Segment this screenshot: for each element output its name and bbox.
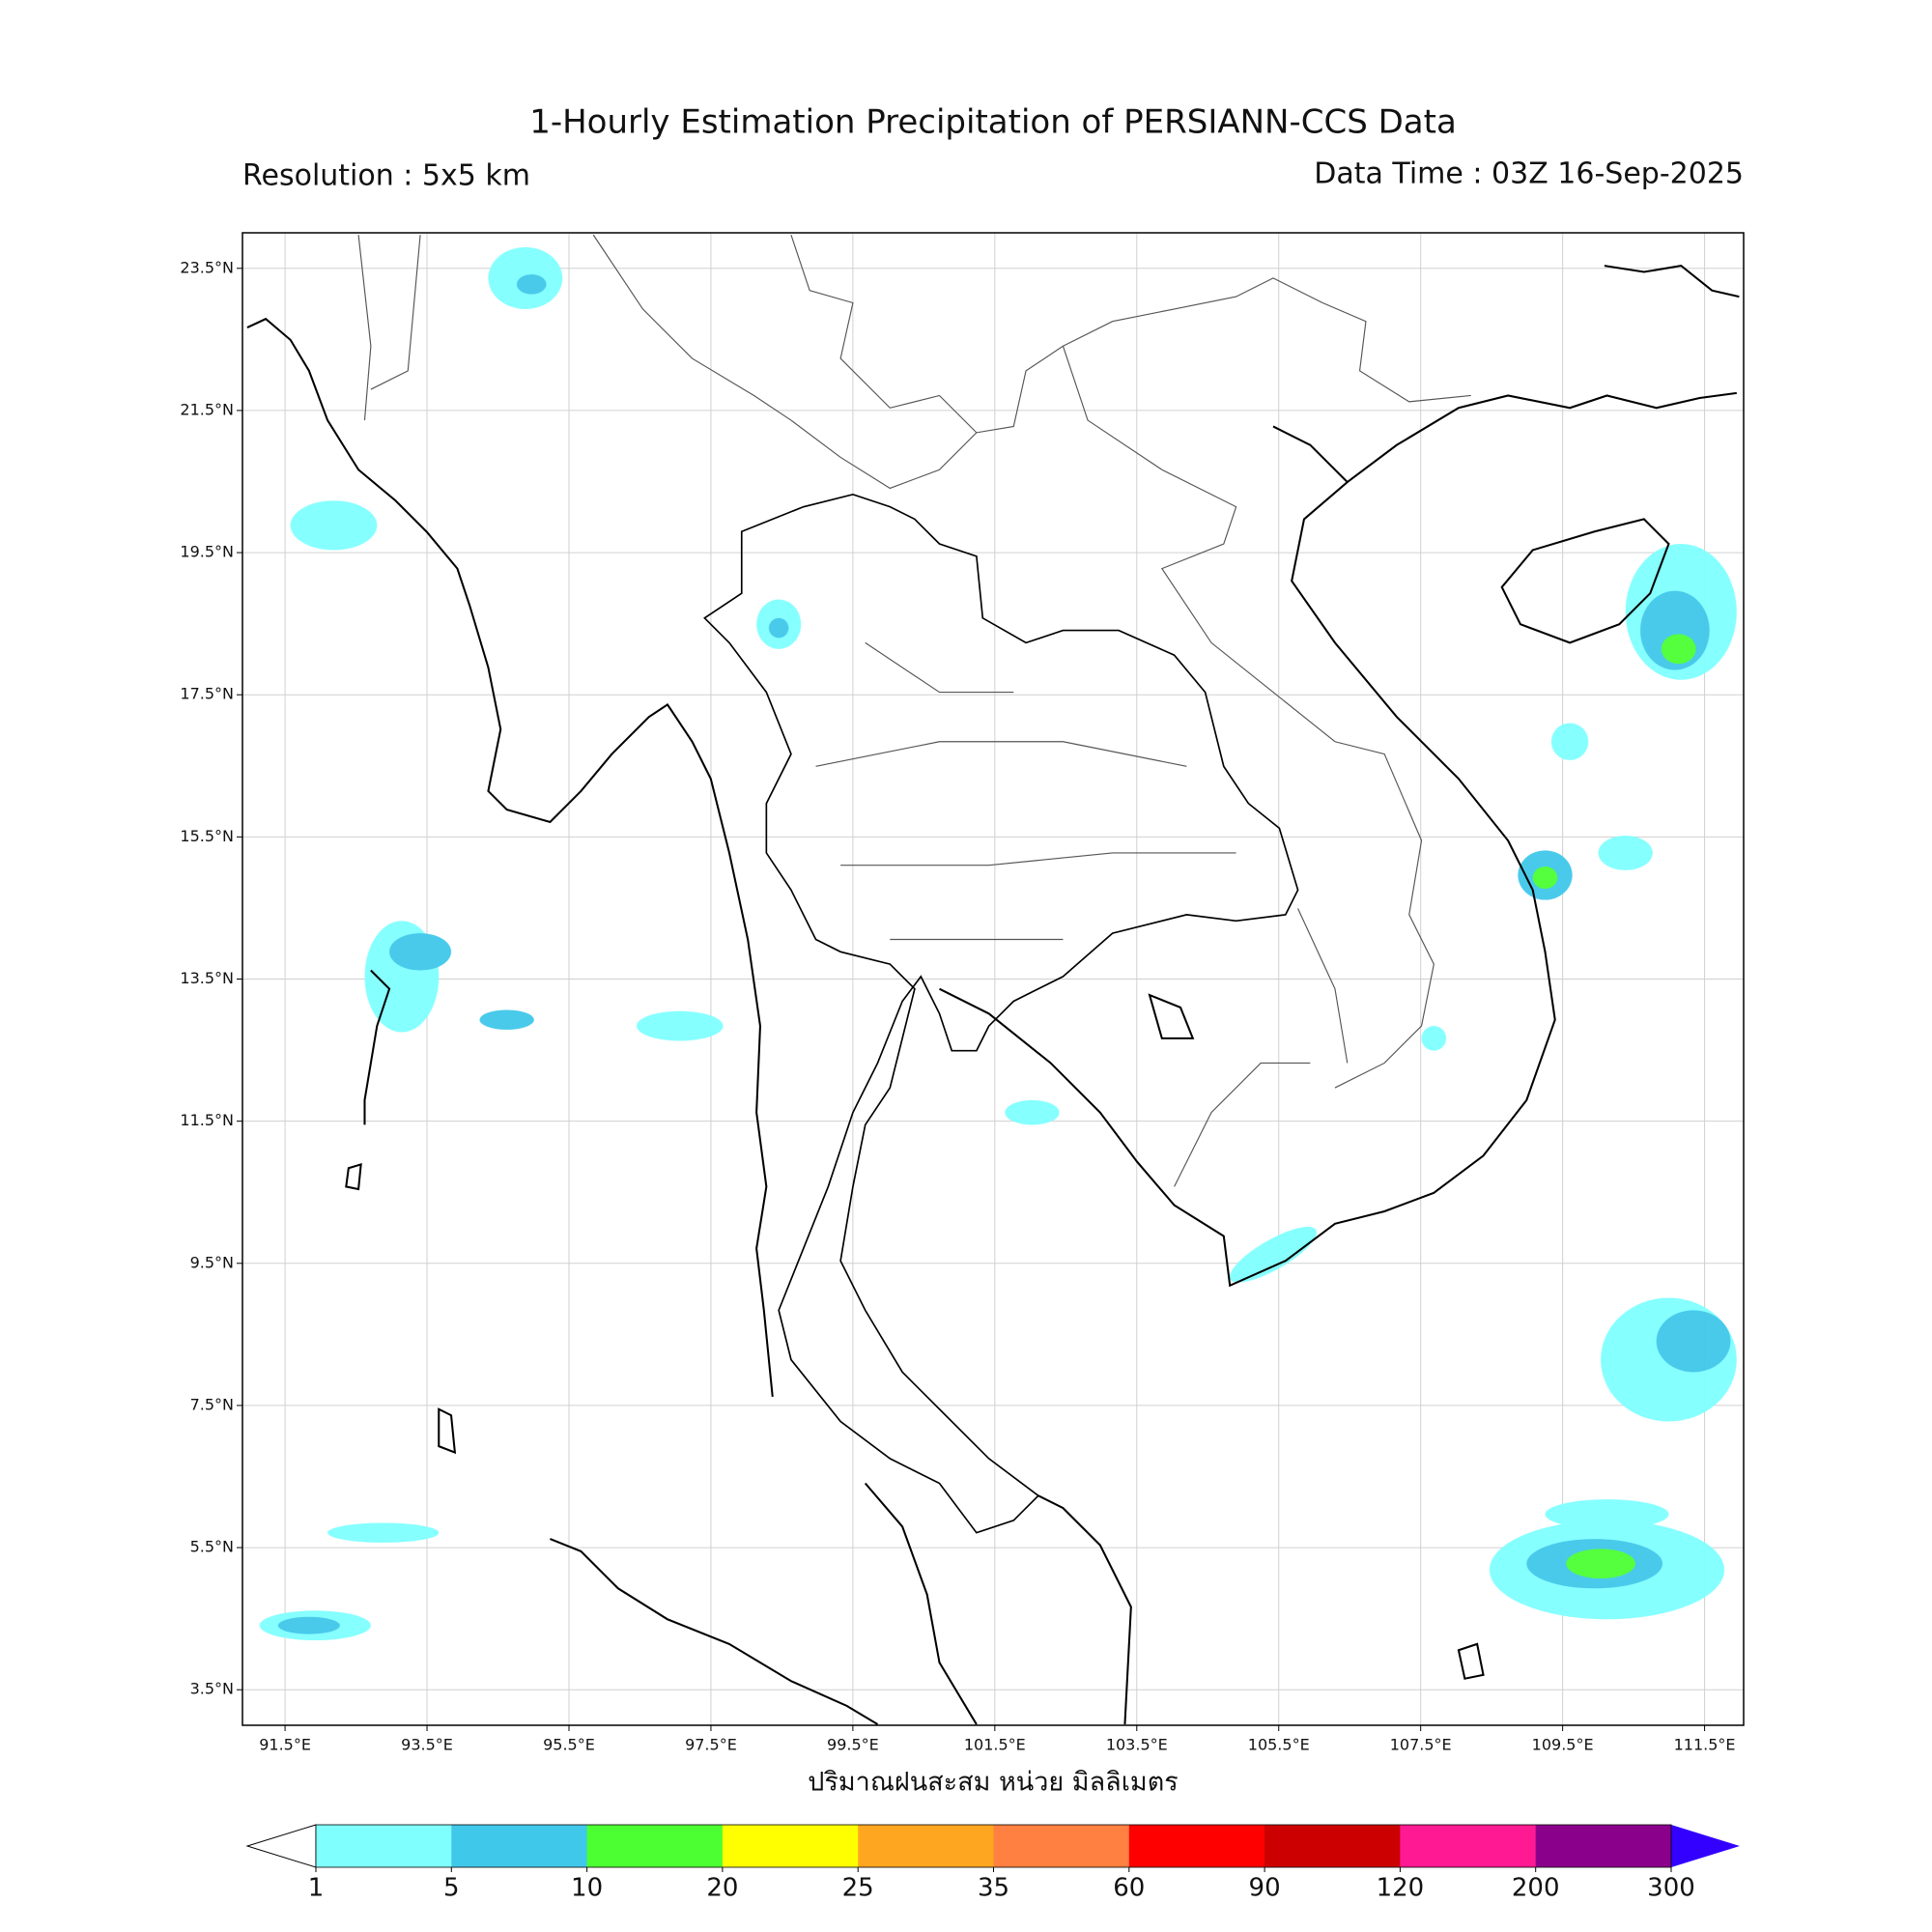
x-tick-label: 93.5°E (401, 1736, 453, 1754)
x-tick-label: 103.5°E (1106, 1736, 1168, 1754)
colorbar: 1 5 10 20 25 35 60 90 120 200 300 (245, 1824, 1740, 1903)
y-tick-label: 11.5°N (180, 1111, 234, 1129)
x-tick-label: 107.5°E (1390, 1736, 1452, 1754)
colorbar-label: 300 (1647, 1874, 1695, 1903)
data-time: Data Time : 03Z 16-Sep-2025 (1314, 157, 1744, 191)
grid (242, 233, 1744, 1725)
y-tick-label: 13.5°N (180, 969, 234, 987)
y-tick-label: 15.5°N (180, 827, 234, 845)
y-tick-label: 3.5°N (190, 1680, 234, 1698)
colorbar-segment (586, 1825, 724, 1867)
colorbar-segment (316, 1825, 452, 1867)
title: 1-Hourly Estimation Precipitation of PER… (529, 103, 1457, 142)
colorbar-label: 1 (308, 1874, 325, 1903)
colorbar-over (1671, 1825, 1740, 1867)
colorbar-label: 90 (1249, 1874, 1281, 1903)
x-tick-label: 99.5°E (827, 1736, 879, 1754)
colorbar-label: 35 (978, 1874, 1009, 1903)
y-tick-label: 23.5°N (180, 258, 234, 276)
geography (246, 234, 1740, 1725)
x-tick-label: 91.5°E (259, 1736, 311, 1754)
y-tick-label: 9.5°N (190, 1253, 234, 1271)
colorbar-label: 25 (842, 1874, 874, 1903)
y-tick-label: 7.5°N (190, 1395, 234, 1413)
colorbar-label: 120 (1377, 1874, 1425, 1903)
x-tick-label: 101.5°E (964, 1736, 1026, 1754)
x-axis-label: ปริมาณฝนสะสม หน่วย มิลลิเมตร (808, 1768, 1179, 1798)
colorbar-segment (1400, 1825, 1537, 1867)
rain-areas (259, 246, 1737, 1641)
colorbar-label: 5 (443, 1874, 460, 1903)
colorbar-segment (1535, 1825, 1672, 1867)
colorbar-label: 10 (571, 1874, 603, 1903)
colorbar-label: 200 (1512, 1874, 1560, 1903)
colorbar-under (245, 1824, 317, 1868)
colorbar-label: 20 (706, 1874, 738, 1903)
axes: 91.5°E 93.5°E 95.5°E 97.5°E 99.5°E 101.5°E 103… (180, 258, 1735, 1753)
colorbar-label: 60 (1113, 1874, 1145, 1903)
y-tick-label: 17.5°N (180, 685, 234, 703)
colorbar-segment (858, 1825, 994, 1867)
y-tick-label: 19.5°N (180, 543, 234, 561)
x-tick-label: 97.5°E (685, 1736, 737, 1754)
resolution: Resolution : 5x5 km (242, 159, 530, 193)
colorbar-segment (993, 1825, 1130, 1867)
x-tick-label: 95.5°E (543, 1736, 595, 1754)
colorbar-segment (1264, 1825, 1401, 1867)
x-tick-label: 109.5°E (1532, 1736, 1594, 1754)
y-tick-label: 21.5°N (180, 400, 234, 418)
y-tick-label: 5.5°N (190, 1538, 234, 1556)
colorbar-segment (1128, 1825, 1265, 1867)
x-tick-label: 111.5°E (1674, 1736, 1736, 1754)
colorbar-segment (451, 1825, 588, 1867)
colorbar-segment (722, 1825, 859, 1867)
x-tick-label: 105.5°E (1248, 1736, 1310, 1754)
